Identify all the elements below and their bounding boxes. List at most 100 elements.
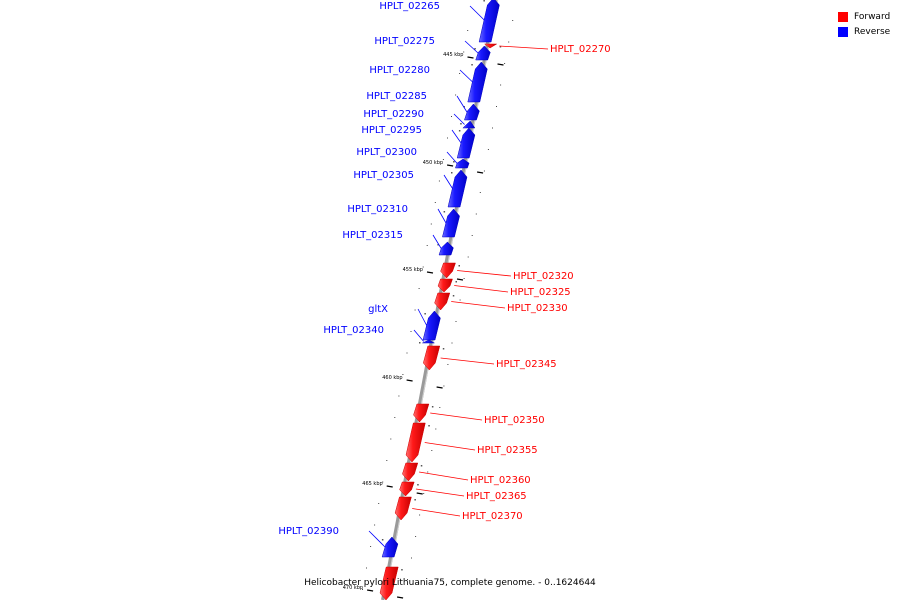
scale-minor-dot: [447, 137, 448, 139]
scale-minor-dot: [443, 385, 445, 387]
scale-minor-dot: [455, 94, 457, 96]
gene-HPLT_02390[interactable]: HPLT_02390: [278, 526, 399, 558]
reverse-gene-arrow[interactable]: [422, 310, 441, 341]
gene-HPLT_02305[interactable]: HPLT_02305: [353, 169, 468, 208]
gene-label: HPLT_02345: [496, 359, 557, 370]
genome-caption: Helicobacter pylori Lithuania75, complet…: [304, 578, 596, 588]
scale-tick-mark-right: [477, 171, 484, 174]
gene-label: HPLT_02290: [363, 109, 424, 120]
scale-minor-dot: [500, 84, 502, 86]
gene-HPLT_02285[interactable]: HPLT_02285: [366, 91, 480, 121]
reverse-gene-arrow[interactable]: [381, 536, 399, 558]
forward-gene-arrow[interactable]: [405, 422, 426, 463]
scale-minor-dot: [398, 395, 400, 397]
gene-HPLT_02325[interactable]: HPLT_02325: [437, 278, 571, 298]
gene-label-leader: [440, 357, 495, 365]
forward-gene-arrow[interactable]: [483, 43, 498, 49]
reverse-gene-arrow[interactable]: [447, 169, 468, 208]
scale-ticks: 445 kbp 450 kbp 455 kbp 460 kbp 465 kbp 470 k…: [343, 52, 504, 599]
gene-label-leader: [413, 329, 425, 342]
gene-marker-dot: [453, 161, 455, 163]
gene-label: HPLT_02330: [507, 303, 568, 314]
gene-HPLT_02350[interactable]: HPLT_02350: [413, 403, 545, 426]
legend-forward-label: Forward: [854, 11, 891, 22]
forward-gene-arrow[interactable]: [413, 403, 430, 423]
gene-label-leader: [469, 5, 485, 21]
forward-gene-arrow[interactable]: [434, 292, 451, 311]
gene-HPLT_02320[interactable]: HPLT_02320: [440, 262, 574, 282]
gene-label: HPLT_02265: [379, 1, 440, 12]
gene-marker-dot: [442, 348, 445, 350]
gene-HPLT_02355[interactable]: HPLT_02355: [405, 422, 538, 463]
forward-gene-arrow[interactable]: [379, 566, 399, 600]
forward-gene-arrow[interactable]: [440, 262, 456, 279]
scale-minor-dot: [414, 309, 416, 311]
forward-gene-arrow[interactable]: [394, 496, 412, 521]
gene-HPLT_02270[interactable]: HPLT_02270: [483, 43, 611, 55]
gene-marker-dot: [452, 295, 455, 297]
gene-HPLT_02310[interactable]: HPLT_02310: [347, 204, 460, 238]
scale-minor-dot: [435, 428, 437, 430]
gene-label-leader: [424, 442, 476, 451]
gene-label-leader: [451, 129, 462, 144]
reverse-gene-arrow[interactable]: [456, 127, 476, 159]
gene-label-leader: [464, 40, 479, 54]
gene-HPLT_02345[interactable]: HPLT_02345: [423, 345, 557, 371]
scale-minor-dot: [426, 245, 428, 246]
gene-marker-dot: [463, 106, 465, 108]
gene-HPLT_02360[interactable]: HPLT_02360: [402, 462, 531, 486]
gene-label-leader: [437, 208, 447, 224]
gene-HPLT_02275[interactable]: HPLT_02275: [374, 36, 491, 61]
scale-minor-dot: [366, 567, 367, 569]
gene-marker-dot: [381, 539, 384, 541]
gene-HPLT_02370[interactable]: HPLT_02370: [394, 496, 523, 522]
forward-gene-arrow[interactable]: [402, 462, 419, 482]
scale-minor-dot: [463, 51, 465, 53]
reverse-gene-arrow[interactable]: [442, 208, 460, 238]
forward-gene-arrow[interactable]: [437, 278, 453, 293]
scale-minor-dot: [406, 352, 408, 354]
gene-label: HPLT_02365: [466, 491, 527, 502]
reverse-gene-arrow[interactable]: [455, 158, 470, 169]
reverse-gene-arrow[interactable]: [475, 45, 491, 61]
reverse-gene-arrow[interactable]: [467, 61, 488, 103]
gene-unlabeled[interactable]: [379, 566, 403, 600]
gene-label-leader: [499, 45, 549, 50]
reverse-gene-arrow[interactable]: [478, 0, 500, 43]
reverse-gene-arrow[interactable]: [464, 103, 480, 121]
gene-marker-dot: [414, 499, 416, 501]
scale-minor-dot: [471, 235, 473, 236]
reverse-gene-arrow[interactable]: [422, 339, 436, 344]
scale-tick-mark-right: [397, 596, 404, 599]
gene-marker-dot: [458, 265, 460, 267]
scale-minor-dot: [487, 149, 489, 150]
forward-gene-arrow[interactable]: [399, 481, 415, 497]
scale-minor-dot: [492, 127, 493, 129]
gene-features: HPLT_02265 HPLT_02270 HPLT_02275 HPLT_02280…: [278, 0, 611, 600]
gene-HPLT_02265[interactable]: HPLT_02265: [379, 0, 500, 43]
scale-minor-dot: [479, 192, 481, 193]
gene-HPLT_02280[interactable]: HPLT_02280: [369, 61, 488, 103]
gene-label-leader: [432, 234, 442, 249]
scale-minor-dot: [378, 503, 380, 504]
scale-tick-label: 445 kbp: [443, 52, 463, 58]
gene-HPLT_02330[interactable]: HPLT_02330: [434, 292, 568, 314]
scale-minor-dot: [483, 170, 485, 172]
gene-HPLT_02340[interactable]: HPLT_02340: [323, 325, 436, 344]
scale-minor-dot: [459, 73, 461, 74]
gene-HPLT_02315[interactable]: HPLT_02315: [342, 230, 454, 256]
gene-HPLT_02295[interactable]: HPLT_02295: [361, 125, 476, 159]
reverse-swatch: [838, 26, 848, 37]
scale-minor-dot: [451, 342, 453, 344]
gene-HPLT_02365[interactable]: HPLT_02365: [399, 481, 527, 502]
scale-minor-dot: [422, 266, 424, 268]
reverse-gene-arrow[interactable]: [438, 241, 454, 256]
scale-minor-dot: [407, 579, 408, 580]
gene-HPLT_02300[interactable]: HPLT_02300: [356, 147, 470, 169]
gene-label-leader: [454, 285, 509, 293]
forward-gene-arrow[interactable]: [423, 345, 441, 371]
scale-minor-dot: [434, 202, 436, 203]
scale-tick: 460 kbp: [382, 375, 443, 389]
gene-label-leader: [412, 508, 461, 517]
